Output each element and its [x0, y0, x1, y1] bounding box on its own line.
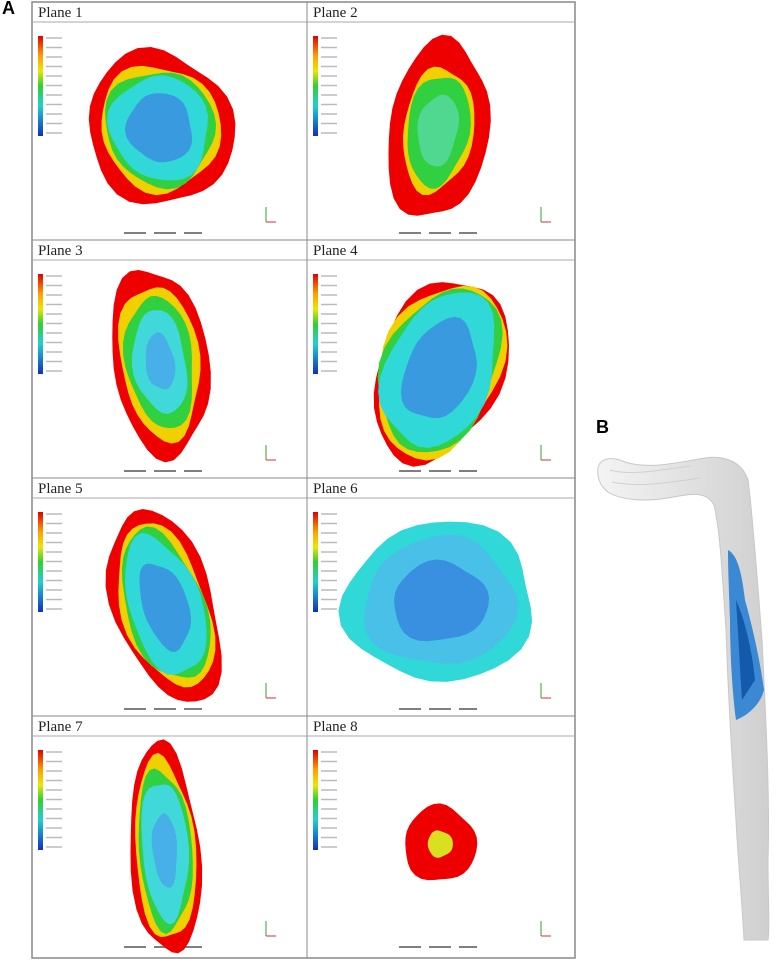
contour-layer [400, 316, 477, 419]
plane-panel: Plane 6 [306, 477, 576, 717]
plane-grid: Plane 1 Plane 2 Plane 3 Plane 4 Plane 5 Plane… [31, 1, 576, 959]
artery-model [597, 456, 770, 941]
plane-title: Plane 1 [38, 5, 83, 21]
contour-layer [151, 813, 177, 888]
contour-layer [427, 830, 453, 858]
color-legend [38, 512, 43, 612]
color-legend [38, 36, 43, 136]
plane-title: Plane 6 [313, 481, 358, 497]
plane-title: Plane 7 [38, 719, 83, 735]
plane-panel: Plane 3 [31, 239, 308, 479]
plane-title: Plane 4 [313, 243, 358, 259]
contour-layer [145, 332, 176, 390]
color-legend [313, 36, 318, 136]
plane-panel: Plane 7 [31, 715, 308, 959]
color-legend [38, 750, 43, 850]
panel-label: B [596, 417, 609, 437]
plane-title: Plane 8 [313, 719, 358, 735]
plane-title: Plane 3 [38, 243, 83, 259]
plane-panel: Plane 4 [306, 239, 576, 479]
plane-title: Plane 5 [38, 481, 83, 497]
plane-panel: Plane 8 [306, 715, 576, 959]
contour-layer [417, 94, 460, 167]
plane-panel: Plane 1 [31, 1, 308, 241]
plane-panel: Plane 2 [306, 1, 576, 241]
panel-label: A [2, 0, 15, 18]
plane-title: Plane 2 [313, 5, 358, 21]
color-legend [313, 750, 318, 850]
contour-layer [139, 563, 191, 652]
color-legend [313, 512, 318, 612]
contour-layer [124, 93, 193, 163]
contour-layer [394, 559, 490, 642]
color-legend [313, 274, 318, 374]
color-legend [38, 274, 43, 374]
cell-border [306, 715, 576, 959]
plane-panel: Plane 5 [31, 477, 308, 717]
